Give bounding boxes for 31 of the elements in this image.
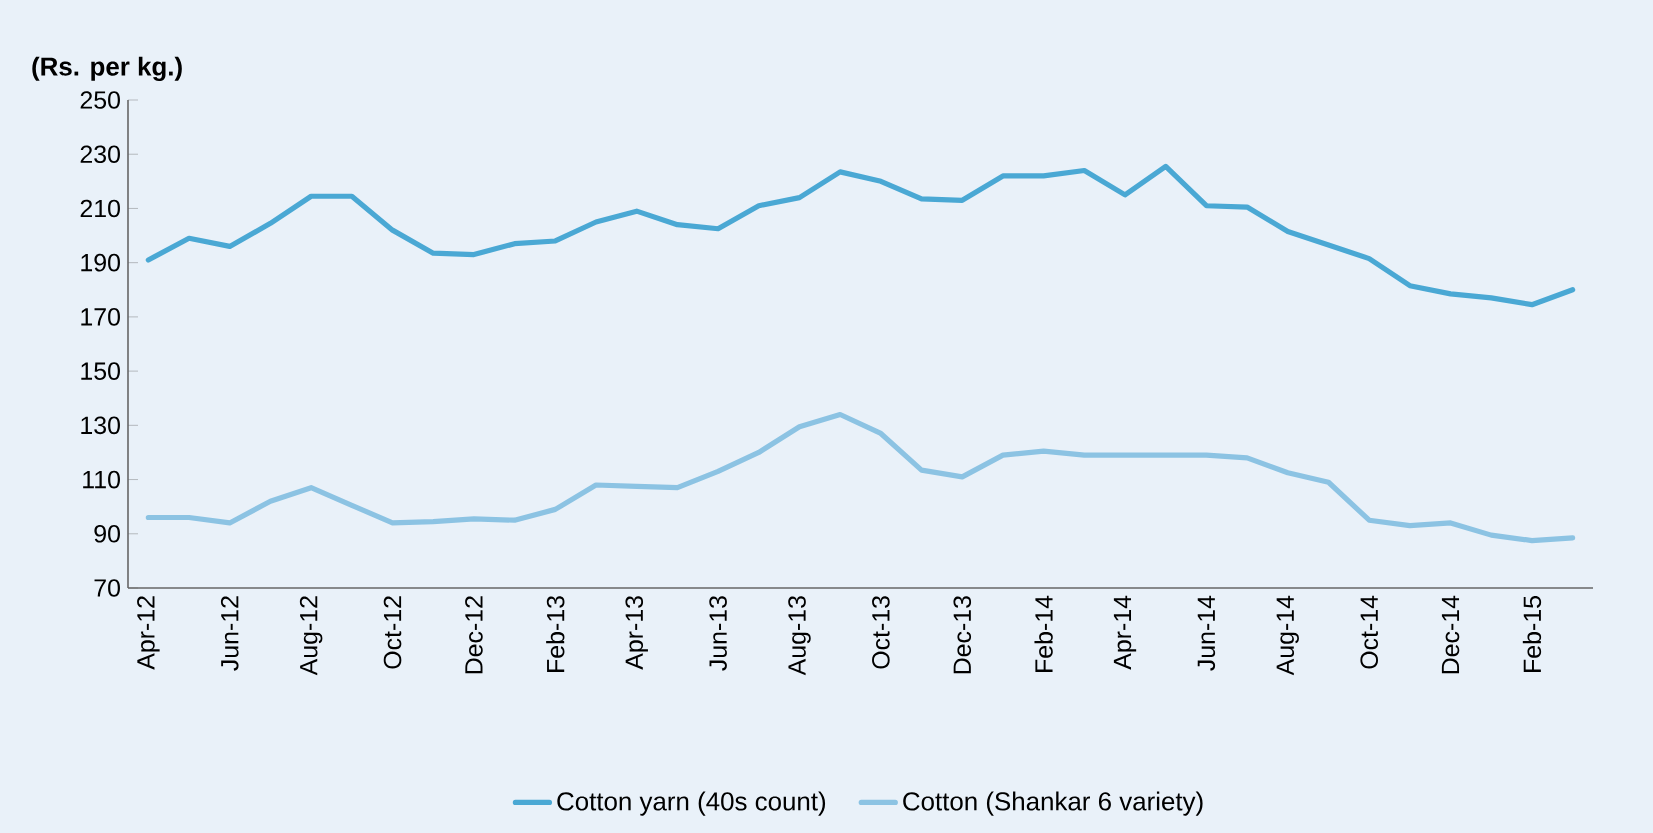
legend-label: Cotton yarn (40s count) (557, 791, 826, 816)
x-tick-label: Dec-12 (465, 596, 483, 674)
x-tick-label: Feb-15 (1522, 596, 1542, 672)
x-tick-label: Oct-13 (872, 596, 890, 669)
y-tick-label: 70 (94, 579, 120, 597)
y-tick-label: 90 (94, 524, 120, 543)
x-tick-label: Dec-14 (1441, 595, 1460, 674)
x-tick-label: Feb-14 (1034, 595, 1053, 672)
y-tick-label: 150 (81, 362, 120, 380)
x-tick-label: Oct-12 (383, 596, 402, 669)
x-tick-label: Aug-14 (1276, 595, 1299, 676)
y-tick-label: 130 (81, 416, 120, 435)
x-tick-label: Jun-12 (220, 596, 239, 671)
legend-label: Cotton (Shankar 6 variety) (903, 791, 1203, 816)
x-tick-label: Feb-13 (546, 596, 565, 672)
x-tick-label: Dec-13 (953, 596, 972, 674)
x-tick-label: Aug-12 (299, 596, 323, 676)
x-tick-label: Apr-12 (137, 596, 160, 670)
y-axis-title: (Rs. per kg.) (32, 56, 182, 81)
y-tick-label: 230 (80, 145, 120, 164)
x-tick-label: Oct-14 (1360, 595, 1379, 669)
y-tick-label: 170 (81, 308, 120, 326)
y-tick-label: 110 (83, 470, 120, 489)
x-tick-label: Apr-13 (625, 596, 648, 670)
x-tick-label: Apr-14 (1113, 595, 1137, 670)
y-tick-label: 190 (81, 253, 120, 272)
x-tick-label: Jun-14 (1197, 595, 1216, 671)
x-tick-label: Aug-13 (788, 596, 811, 676)
x-tick-label: Jun-13 (709, 596, 727, 671)
y-tick-label: 250 (80, 91, 120, 109)
y-tick-label: 210 (80, 199, 120, 218)
